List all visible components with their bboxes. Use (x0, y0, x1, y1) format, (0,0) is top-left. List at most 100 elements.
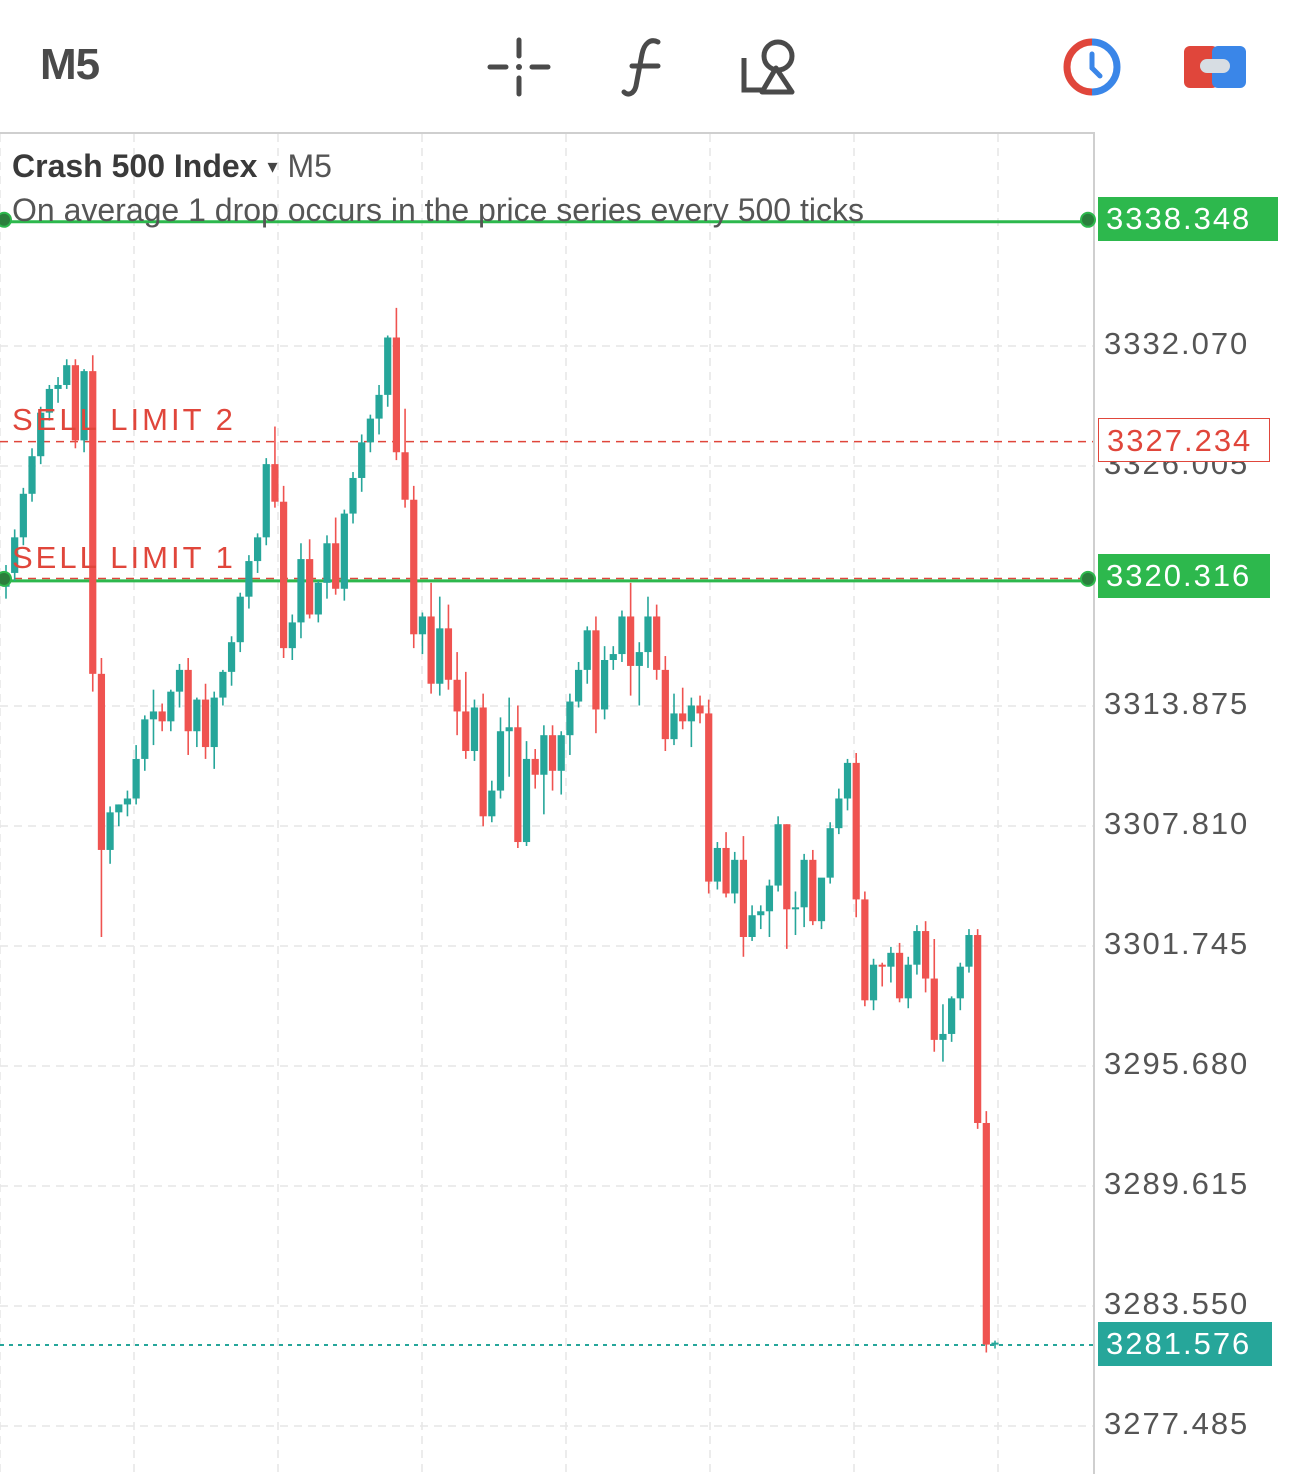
timer-icon[interactable] (1060, 38, 1124, 96)
candle (401, 408, 409, 508)
candle (132, 745, 140, 805)
candle-body (401, 452, 409, 500)
candlestick-chart (0, 134, 1093, 1474)
chart-canvas[interactable] (0, 132, 1095, 1474)
candle (89, 355, 97, 692)
candle (384, 335, 392, 407)
candle-body (878, 964, 886, 967)
candle-body (436, 628, 444, 684)
candle-body (384, 337, 392, 395)
candle-body (765, 885, 774, 912)
candle (106, 806, 114, 864)
sell-limit-1-price-tag[interactable]: 3320.316 (1098, 554, 1270, 598)
candle (696, 695, 704, 724)
price-axis-tick: 3289.615 (1104, 1166, 1250, 1201)
candle-body (444, 628, 453, 680)
candle (930, 938, 938, 1052)
candle (37, 406, 45, 465)
candle-body (193, 699, 201, 732)
candle (505, 697, 513, 777)
indicator-f-icon[interactable] (620, 36, 670, 98)
candle (548, 725, 557, 791)
chart-grid (0, 134, 1093, 1474)
candle (800, 853, 808, 928)
candle-body (505, 727, 513, 732)
candle-body (687, 705, 695, 722)
candle-body (574, 669, 583, 702)
drawing-tools-icon[interactable] (740, 36, 800, 96)
candle-body (210, 697, 218, 748)
candle-body (271, 464, 279, 502)
candle (765, 879, 774, 937)
candle-body (392, 337, 400, 453)
candle (791, 891, 800, 936)
timeframe-button[interactable]: M5 (40, 40, 100, 89)
symbol-dropdown-icon[interactable]: ▾ (267, 156, 278, 178)
candle-body (722, 847, 730, 894)
candle-body (453, 679, 461, 712)
candle-body (583, 630, 591, 670)
candle-body (800, 859, 808, 908)
price-axis-tick: 3277.485 (1104, 1406, 1250, 1441)
candle (488, 780, 496, 823)
candle-body (826, 828, 834, 878)
candle (514, 705, 522, 848)
candle-body (809, 859, 817, 922)
candle (462, 671, 470, 759)
candles (2, 307, 999, 1353)
candle-body (739, 859, 748, 937)
candle-body (592, 630, 600, 710)
candle-body (522, 758, 531, 843)
candle (28, 448, 36, 502)
candle-body (609, 654, 617, 660)
candle (184, 658, 192, 755)
account-toggle-icon[interactable] (1182, 44, 1248, 90)
candle (583, 626, 591, 684)
candle (332, 517, 340, 595)
candle (80, 369, 88, 453)
candle-body (757, 911, 765, 916)
candle (644, 596, 652, 668)
candle (861, 891, 869, 1007)
candle (817, 877, 826, 930)
candle-body (37, 412, 45, 457)
candle-body (982, 1122, 990, 1345)
candle-body (201, 699, 210, 748)
symbol-name[interactable]: Crash 500 Index (12, 148, 258, 184)
order-label-sell-limit-1[interactable]: SELL LIMIT 1 (12, 540, 236, 575)
candle-body (540, 735, 548, 775)
sell-limit-2-price-tag[interactable]: 3327.234 (1098, 418, 1270, 462)
candle (453, 652, 461, 736)
candle-body (835, 798, 843, 829)
candle (418, 612, 427, 655)
candle (349, 472, 357, 524)
candle-body (661, 669, 669, 740)
candle-body (644, 616, 652, 653)
candle-body (28, 456, 36, 494)
candle-body (843, 762, 852, 799)
candle-body (713, 847, 721, 882)
candle-body (123, 798, 132, 805)
candle (97, 658, 106, 937)
candle-body (653, 616, 661, 670)
candle (982, 1111, 990, 1353)
candle (392, 307, 400, 461)
candle-body (852, 762, 860, 900)
candle (71, 359, 80, 449)
price-axis-tick: 3301.745 (1104, 926, 1250, 961)
candle (2, 565, 10, 599)
crosshair-icon[interactable] (486, 36, 552, 98)
take-profit-price-tag[interactable]: 3338.348 (1098, 197, 1278, 241)
order-label-sell-limit-2[interactable]: SELL LIMIT 2 (12, 402, 236, 437)
candle-body (89, 371, 97, 674)
candle-body (149, 711, 158, 720)
candle-body (45, 388, 53, 413)
candle-body (904, 964, 912, 999)
candle (358, 434, 366, 492)
candle (253, 533, 262, 573)
candle (948, 996, 956, 1042)
candle (141, 715, 149, 771)
candle-body (54, 384, 62, 389)
candle-body (548, 735, 557, 771)
candle-body (410, 499, 418, 635)
